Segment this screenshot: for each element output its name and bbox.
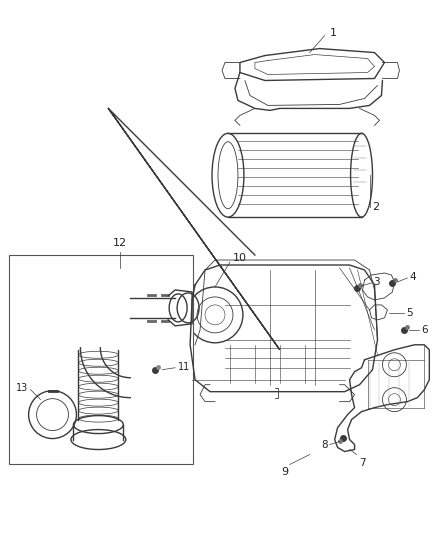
Text: 6: 6 [421, 325, 428, 335]
Text: 13: 13 [16, 383, 28, 393]
Text: 5: 5 [406, 308, 413, 318]
Text: 10: 10 [233, 253, 247, 263]
Bar [9, 255, 193, 464]
Text: 1: 1 [330, 28, 337, 38]
Text: 7: 7 [360, 457, 366, 467]
Text: 8: 8 [321, 440, 328, 449]
Text: 11: 11 [178, 362, 191, 372]
Text: 4: 4 [410, 272, 416, 282]
Text: 2: 2 [372, 202, 380, 212]
Text: 12: 12 [113, 238, 127, 248]
Text: 3: 3 [374, 277, 380, 287]
Text: 9: 9 [281, 467, 288, 478]
